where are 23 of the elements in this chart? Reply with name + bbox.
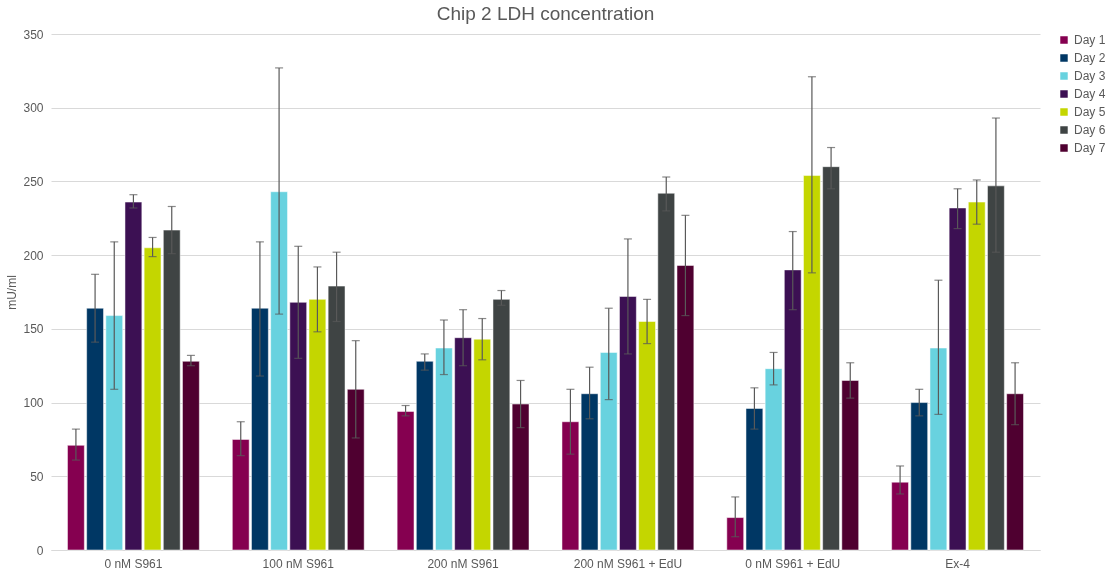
y-tick-label: 250 — [23, 174, 44, 189]
y-tick-label: 200 — [23, 248, 44, 263]
legend-label: Day 1 — [1074, 33, 1106, 47]
y-tick-label: 300 — [23, 101, 44, 116]
y-tick-label: 150 — [23, 322, 44, 337]
x-tick-label: 200 nM S961 + EdU — [573, 556, 683, 571]
legend-label: Day 4 — [1074, 87, 1106, 101]
y-tick-label: 100 — [23, 396, 44, 411]
y-axis-title: mU/ml — [5, 275, 20, 310]
legend-label: Day 2 — [1074, 51, 1106, 65]
x-tick-label: 100 nM S961 — [262, 556, 335, 571]
legend-label: Day 7 — [1074, 141, 1106, 155]
x-tick-label: 0 nM S961 — [104, 556, 163, 571]
y-tick-label: 50 — [30, 469, 44, 484]
y-tick-label: 0 — [36, 543, 44, 558]
legend-label: Day 5 — [1074, 105, 1106, 119]
legend-label: Day 3 — [1074, 69, 1106, 83]
x-tick-label: 0 nM S961 + EdU — [745, 556, 841, 571]
chart-title: Chip 2 LDH concentration — [436, 3, 655, 24]
x-tick-label: 200 nM S961 — [427, 556, 500, 571]
y-tick-label: 350 — [23, 27, 44, 42]
x-tick-label: Ex-4 — [945, 556, 971, 571]
legend-label: Day 6 — [1074, 123, 1106, 137]
